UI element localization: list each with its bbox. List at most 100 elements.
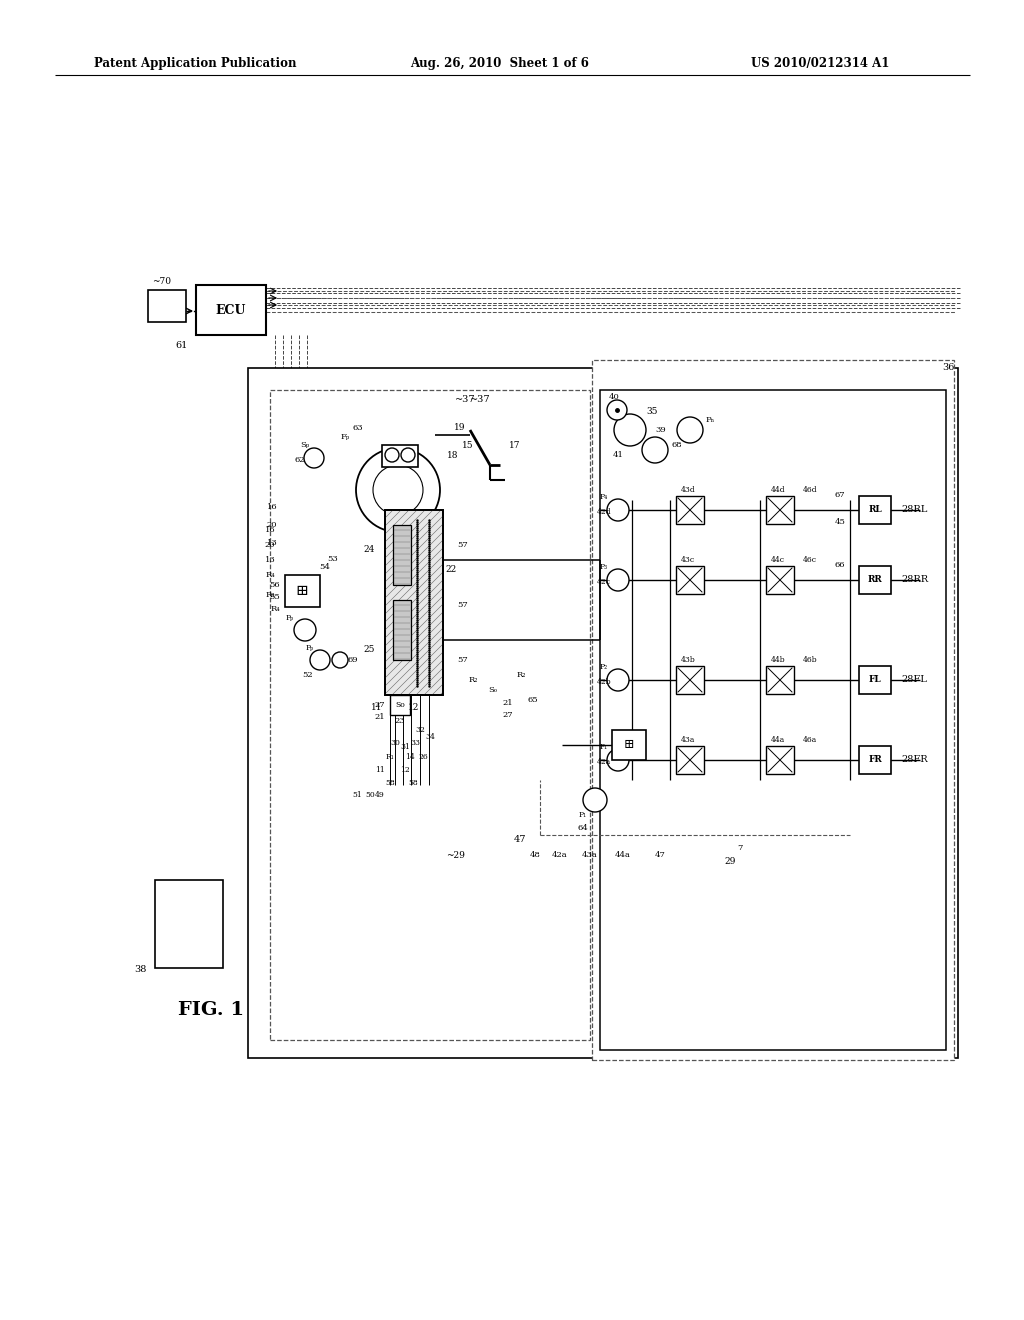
Text: 42d: 42d [597, 508, 611, 516]
Text: ⊞: ⊞ [296, 583, 308, 598]
Bar [393, 601, 411, 660]
Text: 42b: 42b [597, 678, 611, 686]
Text: 46a: 46a [803, 737, 817, 744]
Text: RL: RL [868, 506, 882, 515]
Text: 15: 15 [462, 441, 474, 450]
Text: 38: 38 [134, 965, 147, 974]
Text: 40: 40 [608, 393, 620, 401]
Text: 12: 12 [409, 702, 420, 711]
Bar [148, 290, 186, 322]
Text: Sₚ: Sₚ [300, 441, 309, 449]
Text: P₁: P₁ [579, 810, 587, 818]
Text: 44d: 44d [771, 486, 785, 494]
Text: 65: 65 [527, 696, 539, 704]
Text: 14: 14 [406, 752, 415, 762]
Circle shape [332, 652, 348, 668]
Text: P₄: P₄ [600, 492, 608, 502]
Text: Aug. 26, 2010  Sheet 1 of 6: Aug. 26, 2010 Sheet 1 of 6 [411, 57, 590, 70]
Text: 24: 24 [364, 545, 375, 554]
Text: 47: 47 [514, 836, 526, 845]
Bar [382, 445, 418, 467]
Text: 21: 21 [503, 700, 513, 708]
Text: 19: 19 [455, 422, 466, 432]
Text: 13: 13 [266, 539, 278, 546]
Text: Sₒ: Sₒ [488, 686, 498, 694]
Circle shape [642, 437, 668, 463]
Bar [766, 566, 794, 594]
Text: 26: 26 [418, 752, 428, 762]
Text: 43a: 43a [582, 851, 598, 859]
Text: 42c: 42c [597, 578, 611, 586]
Bar [766, 667, 794, 694]
Text: 7: 7 [737, 843, 742, 851]
Text: 52: 52 [303, 671, 313, 678]
Text: 55: 55 [269, 593, 280, 601]
Text: 16: 16 [266, 503, 278, 511]
Text: 46d: 46d [803, 486, 817, 494]
Text: 28RR: 28RR [901, 576, 928, 585]
Text: 22: 22 [445, 565, 457, 574]
Text: 68: 68 [672, 441, 682, 449]
Circle shape [607, 400, 627, 420]
Text: 20: 20 [265, 541, 275, 549]
Text: 47: 47 [654, 851, 666, 859]
Text: 66: 66 [835, 561, 845, 569]
Text: 20: 20 [266, 521, 278, 529]
Text: 57: 57 [458, 601, 468, 609]
Text: US 2010/0212314 A1: US 2010/0212314 A1 [751, 57, 889, 70]
Bar [270, 389, 590, 1040]
Circle shape [677, 417, 703, 444]
Text: 41: 41 [612, 451, 624, 459]
Text: FIG. 1: FIG. 1 [178, 1001, 244, 1019]
Bar [612, 730, 646, 760]
Text: 13: 13 [264, 556, 275, 564]
Text: 44b: 44b [771, 656, 785, 664]
Circle shape [607, 669, 629, 690]
Text: 11: 11 [372, 702, 383, 711]
Bar [859, 667, 891, 694]
Text: 43a: 43a [681, 737, 695, 744]
Text: 54: 54 [319, 564, 331, 572]
Circle shape [310, 649, 330, 671]
Text: 58: 58 [409, 779, 418, 787]
Text: 42a: 42a [597, 758, 611, 766]
Text: 62: 62 [295, 455, 305, 465]
Circle shape [607, 569, 629, 591]
Circle shape [583, 788, 607, 812]
Text: So: So [395, 701, 404, 709]
Text: 28FL: 28FL [901, 676, 927, 685]
Text: 29: 29 [724, 858, 735, 866]
Text: R₄: R₄ [265, 572, 274, 579]
Text: 28RL: 28RL [901, 506, 928, 515]
Text: R₃: R₃ [265, 591, 274, 599]
Text: 39: 39 [655, 426, 667, 434]
Circle shape [385, 447, 399, 462]
Text: 18: 18 [447, 450, 459, 459]
Text: Pₙ: Pₙ [706, 416, 715, 424]
Bar [592, 360, 954, 1060]
Bar [766, 746, 794, 774]
Text: 67: 67 [835, 491, 846, 499]
Bar [676, 667, 705, 694]
Bar [600, 389, 946, 1049]
Text: 58: 58 [385, 779, 395, 787]
Text: 57: 57 [458, 541, 468, 549]
Text: FR: FR [868, 755, 882, 764]
Text: RR: RR [867, 576, 883, 585]
Text: 63: 63 [352, 424, 364, 432]
Text: P₂: P₂ [600, 663, 608, 671]
Text: R₁: R₁ [386, 752, 394, 762]
Text: Patent Application Publication: Patent Application Publication [94, 57, 296, 70]
Text: 30: 30 [390, 739, 400, 747]
Text: 35: 35 [646, 408, 657, 417]
Text: 28FR: 28FR [901, 755, 928, 764]
Text: 44a: 44a [615, 851, 631, 859]
Text: 51: 51 [352, 791, 361, 799]
Circle shape [614, 414, 646, 446]
Bar [393, 525, 411, 585]
Text: 44a: 44a [771, 737, 785, 744]
Text: 43b: 43b [681, 656, 695, 664]
Text: 17: 17 [509, 441, 521, 450]
Text: P₃: P₃ [600, 564, 608, 572]
Bar [676, 566, 705, 594]
